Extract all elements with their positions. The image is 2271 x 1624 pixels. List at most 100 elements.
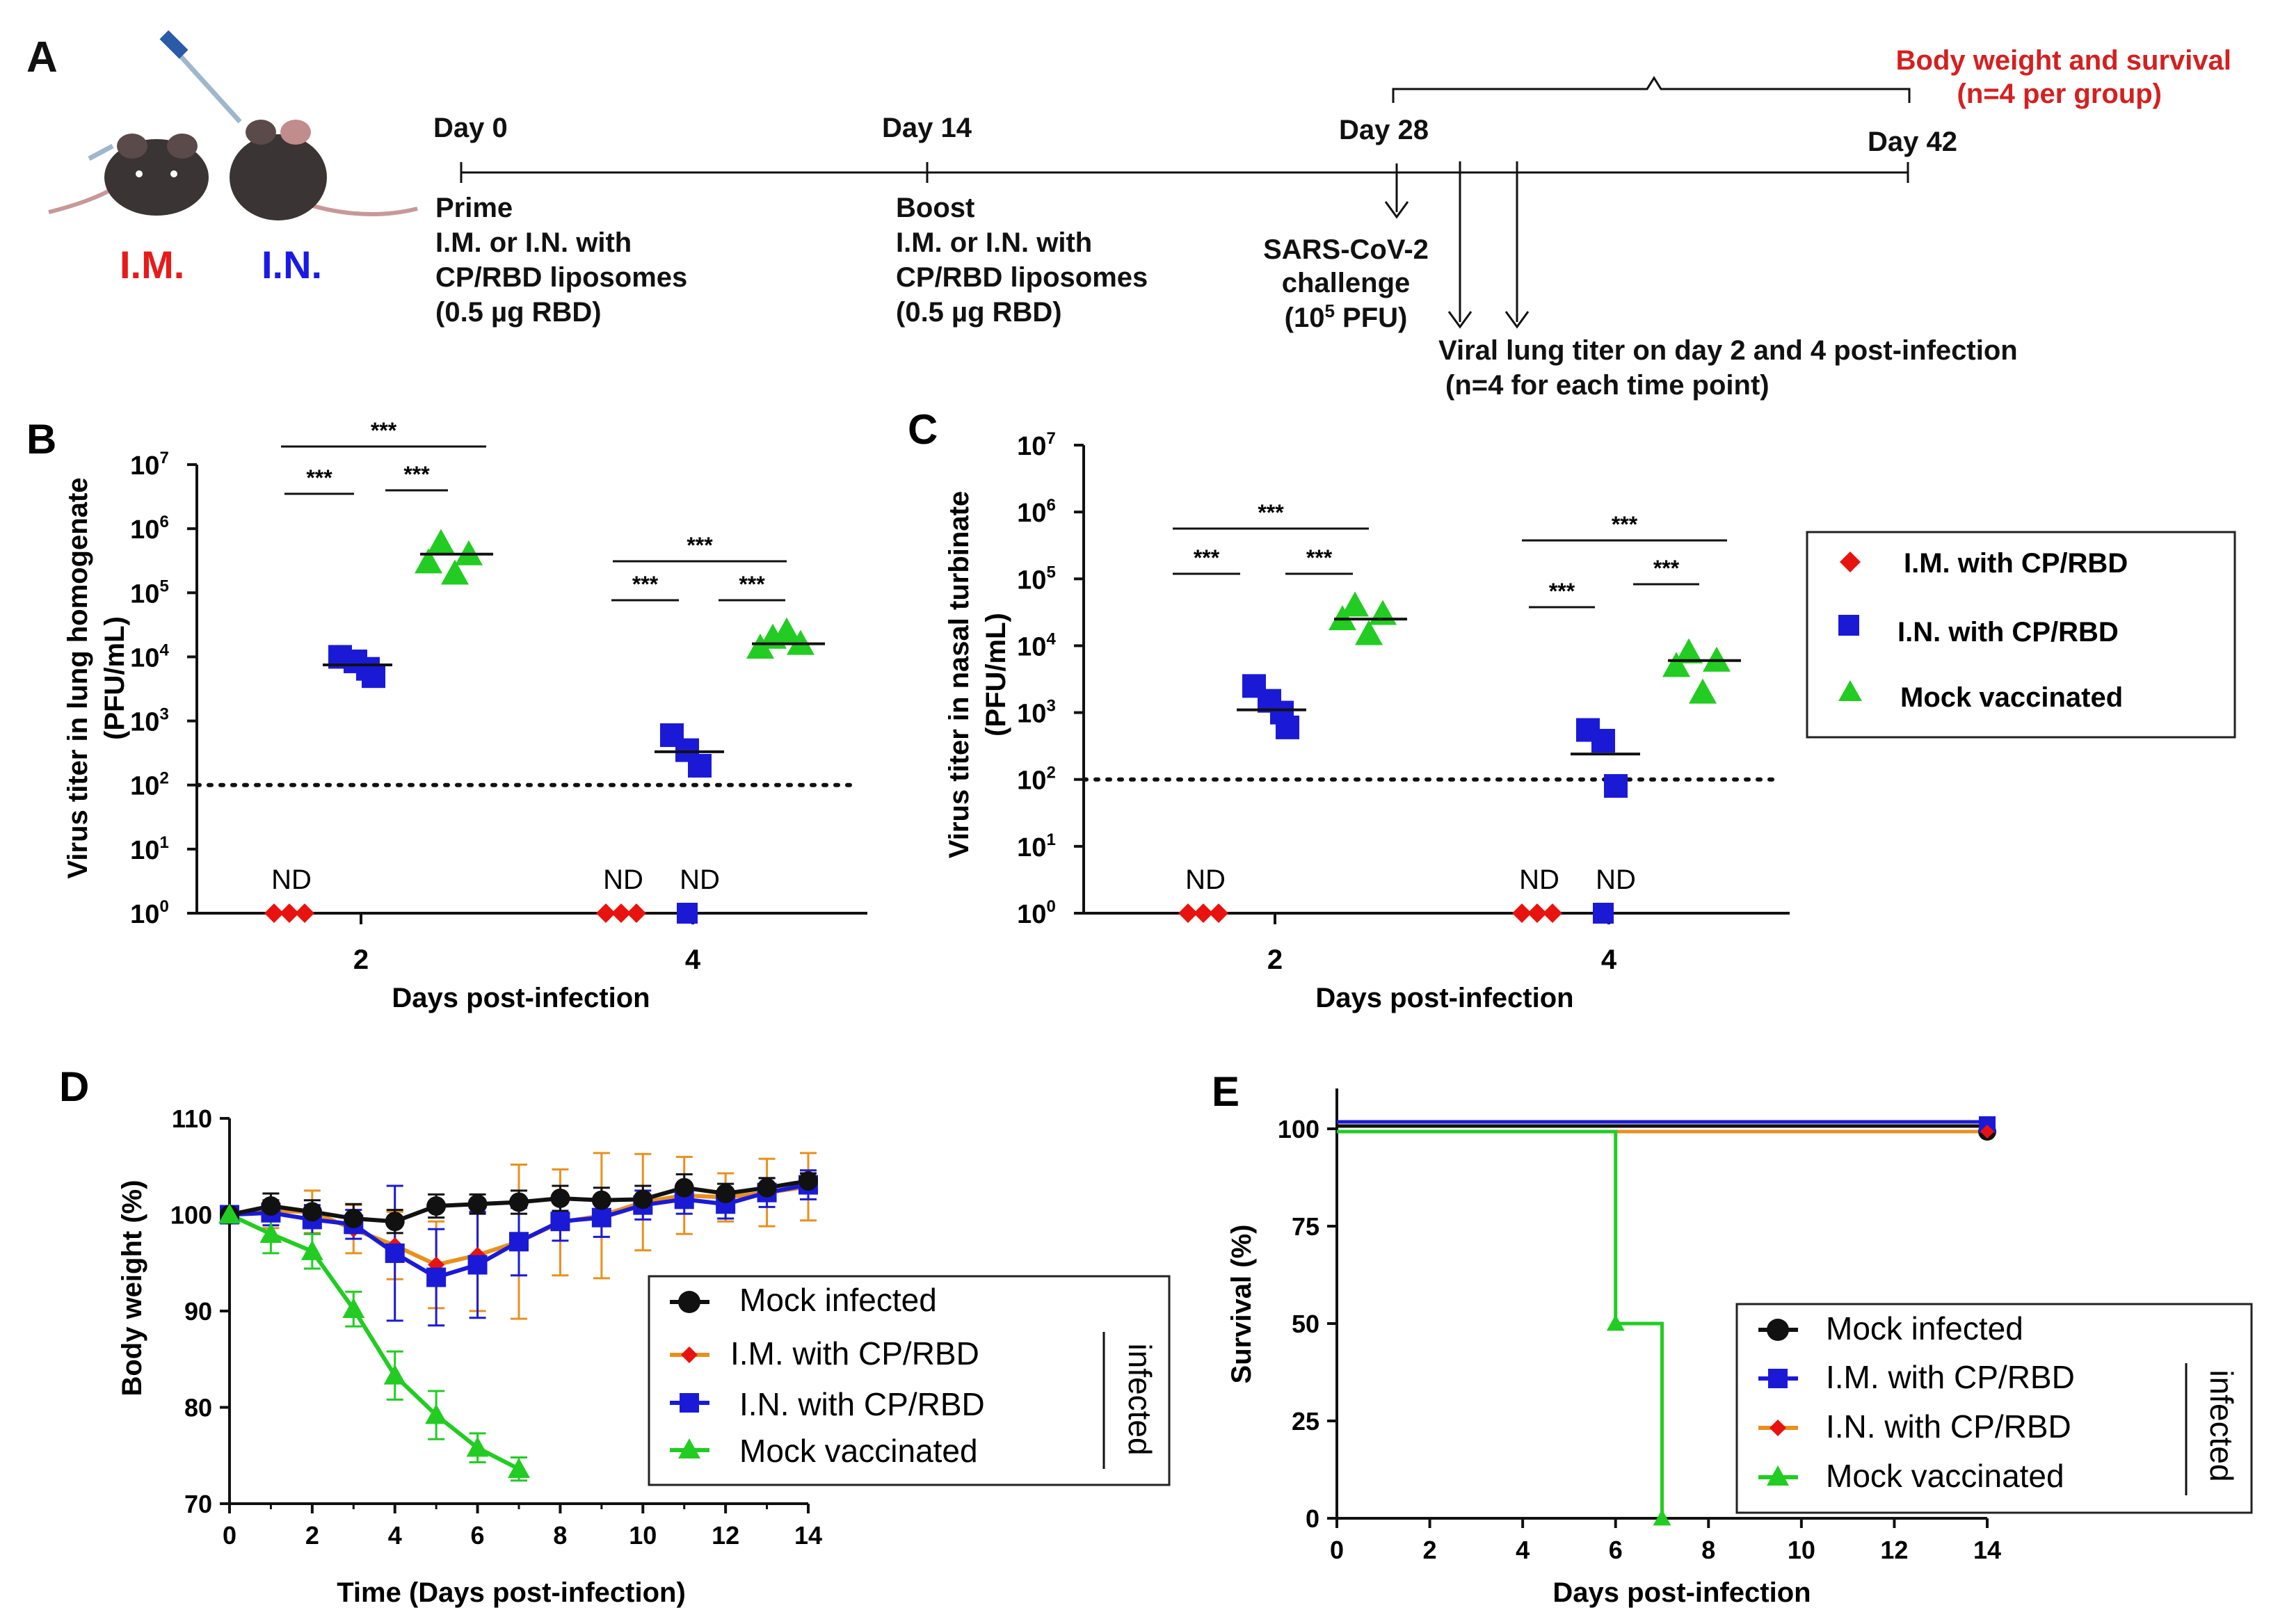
y-tick-label: 100 bbox=[170, 1201, 212, 1230]
y-tick-label: 107 bbox=[1017, 429, 1056, 461]
mock-vacc-point bbox=[1606, 1315, 1625, 1331]
y-tick-exponent: 3 bbox=[159, 705, 168, 724]
svg-text:(105 PFU): (105 PFU) bbox=[1285, 300, 1408, 333]
y-tick-exponent: 2 bbox=[159, 769, 168, 788]
mouse-im-illustration bbox=[48, 134, 209, 216]
y-tick-label: 50 bbox=[1292, 1310, 1319, 1338]
plot-e: 0 25 50 75 100 0 2 4 6 8 10 12 14 bbox=[1278, 1088, 2001, 1564]
label-in: I.N. bbox=[262, 243, 322, 287]
ylabel-d: Body weight (%) bbox=[117, 1180, 147, 1396]
x-tick-label: 0 bbox=[223, 1521, 236, 1550]
y-tick-label: 110 bbox=[172, 1104, 212, 1133]
legend-mock-marker bbox=[1838, 680, 1862, 701]
significance-stars: *** bbox=[371, 418, 397, 443]
nd-label-im: ND bbox=[1519, 865, 1559, 895]
y-tick-exponent: 0 bbox=[159, 897, 168, 916]
im-point bbox=[280, 903, 299, 923]
legend-bc-mock: Mock vaccinated bbox=[1900, 682, 2123, 713]
significance-stars: *** bbox=[306, 465, 332, 490]
ylabel2-c: (PFU/mL) bbox=[981, 613, 1011, 737]
in-point bbox=[688, 753, 712, 778]
in-point bbox=[550, 1212, 570, 1232]
x-tick-label: 14 bbox=[794, 1521, 822, 1550]
significance-stars: *** bbox=[739, 572, 765, 597]
xlabel-d: Time (Days post-infection) bbox=[337, 1577, 686, 1608]
im-point bbox=[295, 903, 314, 923]
y-tick-exponent: 6 bbox=[1046, 496, 1055, 515]
im-point bbox=[611, 903, 631, 923]
significance-stars: *** bbox=[1653, 556, 1680, 581]
significance-stars: *** bbox=[632, 572, 659, 597]
plot-d: 70 80 90 100 110 0 2 4 6 8 10 12 14 bbox=[170, 1104, 822, 1550]
y-tick-exponent: 5 bbox=[159, 577, 168, 595]
mock-infected-point bbox=[591, 1190, 611, 1210]
mock-vacc-point bbox=[218, 1203, 241, 1224]
nd-label-im: ND bbox=[1185, 865, 1226, 895]
significance-stars: *** bbox=[1258, 500, 1284, 525]
mock-vacc-point bbox=[508, 1458, 530, 1478]
mock-point bbox=[1355, 620, 1383, 645]
mock-point bbox=[773, 617, 801, 643]
in-point-nd bbox=[1593, 903, 1614, 924]
mock-vacc-point bbox=[342, 1298, 365, 1319]
body-weight-brace bbox=[1392, 76, 1911, 103]
in-point bbox=[362, 664, 385, 689]
im-point bbox=[1527, 903, 1547, 923]
mock-point bbox=[1689, 678, 1717, 704]
y-tick-label: 100 bbox=[1278, 1115, 1319, 1143]
ylabel-b: Virus titer in lung homogenate bbox=[63, 477, 93, 878]
y-tick-label: 101 bbox=[1017, 830, 1056, 862]
xlabel-b: Days post-infection bbox=[392, 983, 650, 1013]
mock-infected-point bbox=[509, 1192, 529, 1212]
panel-letter-b: B bbox=[26, 416, 56, 463]
mock-point bbox=[1341, 591, 1369, 617]
label-im: I.M. bbox=[120, 243, 184, 287]
y-tick-label: 75 bbox=[1292, 1212, 1319, 1241]
y-tick-exponent: 2 bbox=[1046, 764, 1055, 782]
y-tick-label: 100 bbox=[130, 897, 169, 929]
x-tick-label: 4 bbox=[388, 1521, 402, 1550]
xlabel-e: Days post-infection bbox=[1552, 1577, 1811, 1608]
day28-label: Day 28 bbox=[1339, 115, 1429, 145]
y-tick-exponent: 1 bbox=[159, 833, 168, 852]
panel-d: D Body weight (%) Time (Days post-infect… bbox=[59, 1063, 1171, 1608]
legend-e-in: I.N. with CP/RBD bbox=[1826, 1408, 2071, 1445]
legend-e-mock-vacc: Mock vaccinated bbox=[1826, 1458, 2064, 1494]
mouse-in-illustration bbox=[159, 30, 418, 220]
im-point bbox=[1178, 903, 1198, 923]
mock-infected-point bbox=[633, 1189, 653, 1209]
panel-e: E Survival (%) Days post-infection 0 25 50… bbox=[1212, 1068, 2253, 1608]
x-tick-label: 8 bbox=[553, 1521, 567, 1550]
svg-text:Prime: Prime bbox=[435, 193, 513, 223]
x-tick-label: 4 bbox=[685, 944, 701, 975]
y-tick-label: 105 bbox=[1017, 563, 1056, 595]
im-point bbox=[627, 903, 646, 923]
y-tick-label: 106 bbox=[130, 513, 169, 545]
boost-text: Boost I.M. or I.N. with CP/RBD liposomes… bbox=[896, 193, 1148, 328]
y-tick-label: 102 bbox=[130, 769, 169, 801]
panel-letter-d: D bbox=[59, 1063, 89, 1110]
legend-bc: I.M. with CP/RBD I.N. with CP/RBD Mock v… bbox=[1806, 531, 2236, 739]
legend-im-marker bbox=[1840, 552, 1861, 572]
legend-d-im: I.M. with CP/RBD bbox=[730, 1335, 979, 1372]
mock-vacc-point bbox=[1653, 1509, 1671, 1526]
nd-label-in: ND bbox=[680, 865, 720, 895]
x-tick-label: 2 bbox=[1267, 944, 1283, 975]
im-point bbox=[1194, 903, 1213, 923]
legend-e-infected: infected bbox=[2204, 1369, 2240, 1481]
x-tick-label: 12 bbox=[1880, 1536, 1908, 1564]
mock-infected-point bbox=[261, 1196, 281, 1216]
panel-b: B Virus titer in lung homogenate (PFU/mL… bbox=[26, 416, 867, 1013]
day42-label: Day 42 bbox=[1868, 127, 1957, 157]
mock-point bbox=[1369, 600, 1397, 625]
viral-titer-label: Viral lung titer on day 2 and 4 post-inf… bbox=[1438, 335, 2018, 366]
y-tick-label: 107 bbox=[130, 449, 169, 481]
y-tick-label: 103 bbox=[130, 705, 169, 737]
x-tick-label: 10 bbox=[629, 1521, 657, 1550]
svg-text:(0.5 µg RBD): (0.5 µg RBD) bbox=[896, 297, 1062, 328]
mock-infected-point bbox=[799, 1171, 818, 1191]
y-tick-exponent: 5 bbox=[1046, 563, 1055, 581]
challenge-arrowhead bbox=[1384, 201, 1409, 219]
